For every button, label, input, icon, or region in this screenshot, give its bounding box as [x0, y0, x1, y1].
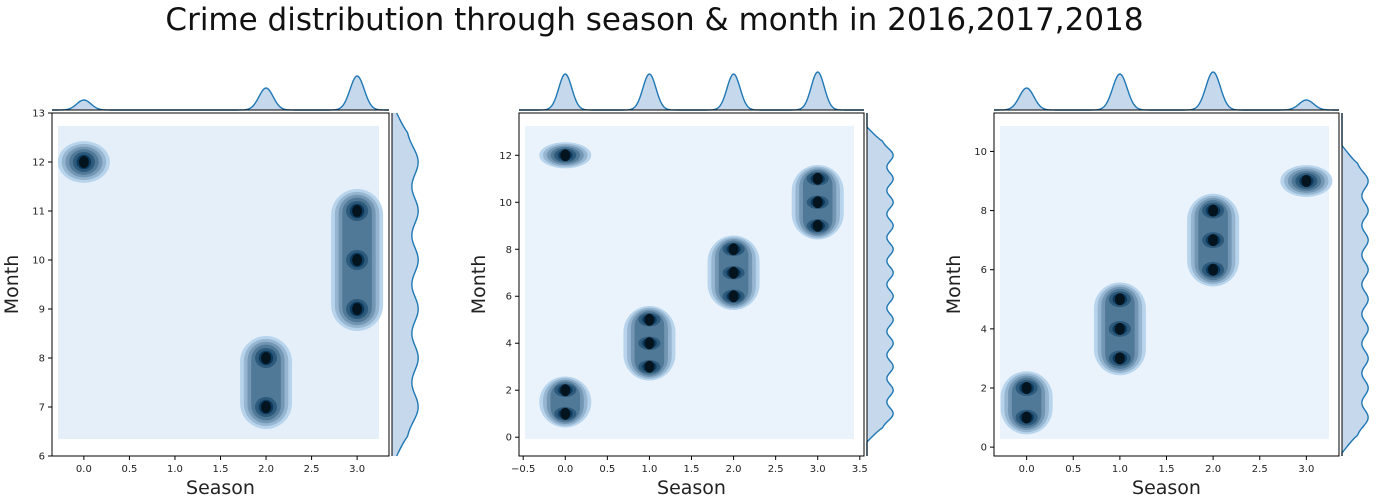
y-tick-label: 10	[974, 147, 987, 158]
figure-title: Crime distribution through season & mont…	[165, 2, 1144, 38]
data-point	[728, 290, 739, 303]
x-tick-label: 3.0	[349, 464, 365, 475]
jointplot-panel-3: 0.0 0.5 1.0 1.5 2.0 2.5 3.0 0 2 4 6 8 10 Season Month	[943, 71, 1369, 499]
y-tick-label: 0	[981, 443, 987, 454]
x-tick-label: 1.5	[213, 464, 229, 475]
y-marginal-kde	[396, 112, 419, 457]
x-tick-label: 3.5	[852, 464, 868, 475]
y-tick-label: 7	[39, 403, 45, 414]
y-tick-label: 9	[39, 305, 45, 316]
y-tick-label: 4	[981, 324, 987, 335]
data-point	[352, 254, 363, 266]
x-tick-label: 0.0	[1019, 464, 1035, 475]
y-marginal-fill	[1342, 113, 1369, 456]
y-tick-label: 8	[39, 354, 45, 365]
data-point	[1114, 293, 1125, 306]
data-point	[812, 196, 823, 209]
y-tick-label: 10	[32, 256, 45, 267]
x-tick-label: 0.5	[599, 464, 615, 475]
x-tick-label: 0.5	[1065, 464, 1081, 475]
x-marginal-kde	[994, 71, 1339, 111]
data-point	[1021, 411, 1032, 424]
data-point	[1114, 352, 1125, 365]
x-tick-label: 1.0	[167, 464, 183, 475]
kde-background	[58, 126, 379, 439]
data-point	[1208, 263, 1219, 276]
x-tick-label: 1.0	[641, 464, 657, 475]
x-tick-label: 1.0	[1112, 464, 1128, 475]
data-point	[728, 243, 739, 256]
data-point	[1208, 234, 1219, 247]
y-tick-label: 2	[981, 383, 987, 394]
x-tick-label: 1.5	[1159, 464, 1175, 475]
x-tick-label: 2.5	[304, 464, 320, 475]
y-tick-label: 6	[506, 292, 512, 303]
data-point	[1301, 175, 1312, 188]
x-marginal-fill	[994, 72, 1339, 110]
y-marginal-fill	[867, 113, 894, 456]
y-tick-label: 6	[981, 265, 987, 276]
x-tick-label: 2.0	[726, 464, 742, 475]
jointplot-panel-1: 0.0 0.5 1.0 1.5 2.0 2.5 3.0 6 7 8 9 10 11 12 13 Season M…	[1, 75, 419, 499]
data-point	[560, 384, 571, 397]
x-axis-label: Season	[657, 477, 726, 499]
data-point	[261, 352, 272, 364]
x-axis-label: Season	[186, 477, 255, 499]
data-point	[352, 303, 363, 315]
x-marginal-kde	[52, 75, 389, 111]
data-point	[352, 205, 363, 217]
x-tick-label: 0.0	[557, 464, 573, 475]
x-tick-label: −0.5	[511, 464, 535, 475]
x-marginal-fill	[52, 76, 389, 110]
x-tick-label: 1.5	[684, 464, 700, 475]
x-tick-label: 3.0	[1298, 464, 1314, 475]
y-tick-label: 4	[506, 339, 512, 350]
x-tick-label: 2.5	[1252, 464, 1268, 475]
x-axis-label: Season	[1132, 477, 1201, 499]
y-tick-label: 2	[506, 386, 512, 397]
x-tick-label: 0.0	[76, 464, 92, 475]
y-tick-label: 0	[506, 433, 512, 444]
data-point	[1114, 322, 1125, 335]
y-axis-label: Month	[943, 255, 965, 315]
data-point	[812, 172, 823, 185]
y-tick-label: 8	[506, 245, 512, 256]
x-tick-label: 0.5	[121, 464, 137, 475]
jointplot-panel-2: −0.5 0.0 0.5 1.0 1.5 2.0 2.5 3.0 3.5 0 2 4 6 8 10 12 Sea…	[468, 71, 894, 499]
y-tick-label: 10	[499, 198, 512, 209]
data-point	[812, 219, 823, 232]
y-marginal-kde	[1341, 113, 1369, 456]
data-point	[644, 337, 655, 350]
y-axis-label: Month	[468, 255, 490, 315]
data-point	[78, 156, 89, 168]
data-point	[1208, 204, 1219, 217]
x-tick-label: 2.0	[1205, 464, 1221, 475]
data-point	[1021, 381, 1032, 394]
y-tick-label: 13	[32, 109, 45, 120]
kde-background	[1000, 126, 1329, 439]
y-tick-label: 8	[981, 206, 987, 217]
y-tick-label: 12	[32, 158, 45, 169]
data-point	[728, 266, 739, 279]
y-tick-label: 6	[39, 452, 45, 463]
data-point	[644, 313, 655, 326]
x-marginal-fill	[519, 72, 864, 110]
x-tick-label: 2.5	[768, 464, 784, 475]
y-tick-label: 12	[499, 151, 512, 162]
y-tick-label: 11	[32, 207, 45, 218]
y-marginal-kde	[866, 113, 894, 456]
data-point	[560, 407, 571, 420]
data-point	[261, 401, 272, 413]
data-point	[644, 360, 655, 373]
x-tick-label: 2.0	[258, 464, 274, 475]
x-tick-label: 3.0	[810, 464, 826, 475]
y-axis-label: Month	[1, 255, 23, 315]
y-marginal-fill	[392, 113, 419, 456]
data-point	[560, 149, 571, 162]
